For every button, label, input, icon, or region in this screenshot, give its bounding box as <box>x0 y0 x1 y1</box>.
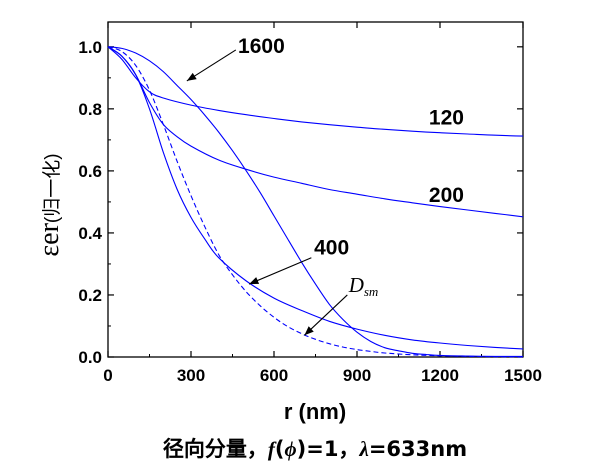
y-tick-label: 0.8 <box>78 100 102 119</box>
x-tick-label: 1200 <box>421 366 459 385</box>
annotation-arrow-1600 <box>186 49 237 82</box>
x-tick-label: 900 <box>343 366 371 385</box>
x-tick-label: 600 <box>260 366 288 385</box>
series-line-1600 <box>107 46 523 357</box>
annotation-layer: 1600 120 200 400 Dsm <box>186 35 464 336</box>
x-axis-title: r (nm) <box>284 399 346 424</box>
x-tick-label: 1500 <box>504 366 542 385</box>
annotation-subscript: sm <box>364 284 378 299</box>
y-tick-label: 0.0 <box>78 348 102 367</box>
x-tick-label: 300 <box>177 366 205 385</box>
y-axis-title-main: εer <box>34 222 65 256</box>
caption-lambda-value: =633nm <box>369 437 467 461</box>
caption-phi: ϕ <box>285 437 297 461</box>
caption-lambda: λ <box>359 437 369 461</box>
y-tick-label: 1.0 <box>78 38 102 57</box>
annotation-label-1600: 1600 <box>238 35 285 58</box>
figure-caption: 径向分量，f(ϕ)=1，λ=633nm <box>163 437 467 461</box>
annotation-arrowhead-400 <box>249 277 260 285</box>
series-layer <box>107 46 524 358</box>
y-tick-label: 0.2 <box>78 286 102 305</box>
annotation-arrowhead-1600 <box>186 72 197 81</box>
y-tick-label: 0.4 <box>78 224 102 243</box>
y-axis-title: εer(归一化) <box>34 153 65 256</box>
y-tick-label: 0.6 <box>78 162 102 181</box>
y-axis-title-sub: (归一化) <box>41 153 63 223</box>
y-axis-ticks: 0.0 0.2 0.4 0.6 0.8 1.0 <box>78 38 523 367</box>
series-line-120 <box>107 46 524 137</box>
x-tick-label: 0 <box>103 366 112 385</box>
annotation-label-200: 200 <box>429 184 464 207</box>
annotation-label-120: 120 <box>429 106 464 129</box>
annotation-label-400: 400 <box>314 237 349 260</box>
annotation-arrow-dsm <box>304 294 348 336</box>
series-line-200 <box>107 46 524 218</box>
x-axis-ticks: 0 300 600 900 1200 1500 <box>103 22 542 385</box>
series-line-400 <box>107 46 524 350</box>
annotation-arrowhead-dsm <box>304 326 314 336</box>
annotation-arrow-400 <box>248 257 312 285</box>
caption-paren-open: ( <box>275 437 285 461</box>
caption-f-value: =1， <box>306 437 359 461</box>
caption-paren-close: ) <box>297 437 307 461</box>
caption-prefix: 径向分量， <box>163 437 268 461</box>
caption-f: f <box>268 437 277 461</box>
series-line-d-sm <box>107 46 524 358</box>
annotation-label-dsm: Dsm <box>348 273 379 299</box>
